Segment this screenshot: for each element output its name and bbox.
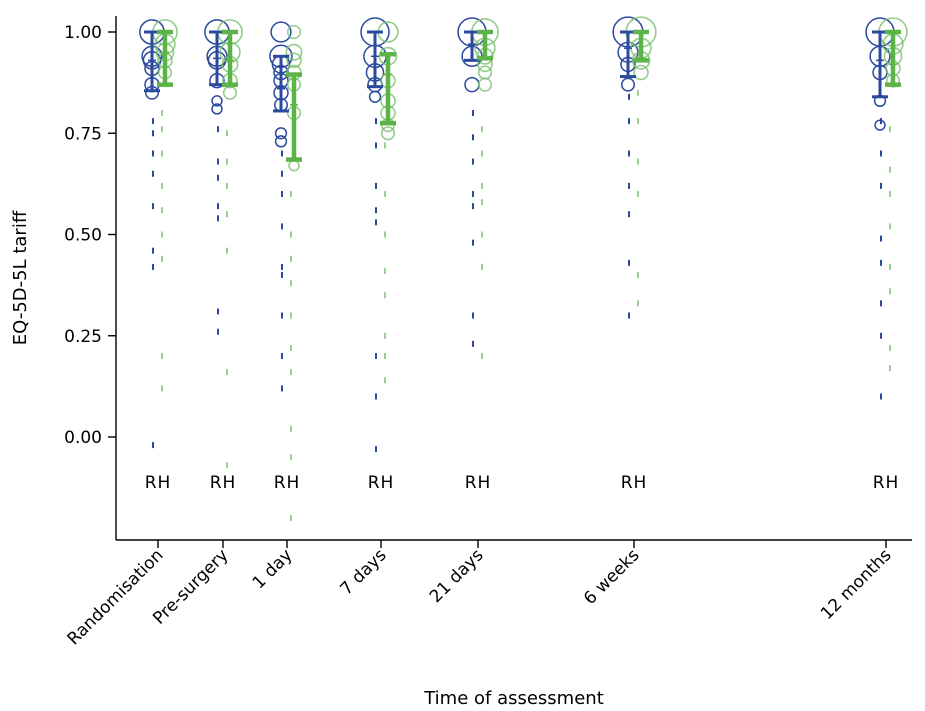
response-bubble-H: [477, 77, 493, 92]
response-bubble-H: [633, 64, 649, 81]
response-bubble-R: [270, 21, 292, 43]
x-tick-label: 1 day: [249, 545, 297, 593]
y-axis-title: EQ-5D-5L tariff: [10, 210, 31, 345]
group-labels: RH RH RH RH RH RH RH: [145, 473, 900, 493]
y-axis-ticks: 0.00 0.25 0.50 0.75 1.00: [64, 23, 116, 448]
group-label: RH: [621, 473, 648, 493]
response-bubble-R: [620, 77, 636, 92]
y-tick-label: 0.50: [64, 226, 102, 246]
x-tick-label: 12 months: [817, 545, 896, 624]
x-tick-label: 6 weeks: [580, 545, 644, 609]
group-label: RH: [465, 473, 492, 493]
response-bubble-H: [285, 43, 303, 61]
response-bubble-H: [288, 159, 300, 172]
x-tick-label: Randomisation: [64, 545, 168, 649]
response-bubble-H: [286, 52, 302, 69]
response-bubble-H: [380, 126, 396, 141]
x-axis-title: Time of assessment: [423, 688, 604, 709]
group-label: RH: [274, 473, 301, 493]
chart-marks: [139, 16, 908, 521]
x-tick-label: 21 days: [426, 545, 488, 607]
group-label: RH: [873, 473, 900, 493]
response-bubble-R: [274, 127, 288, 140]
y-tick-label: 0.25: [64, 327, 102, 347]
response-bubble-R: [274, 135, 288, 148]
group-label: RH: [145, 473, 172, 493]
response-bubble-R: [211, 95, 223, 107]
response-bubble-H: [477, 65, 493, 80]
response-bubble-R: [464, 76, 480, 93]
response-bubble-R: [211, 103, 223, 115]
x-tick-label: 7 days: [337, 545, 391, 599]
response-bubble-R: [368, 90, 382, 103]
response-bubble-H: [286, 24, 302, 40]
group-label: RH: [210, 473, 237, 493]
response-bubble-R: [874, 119, 886, 131]
y-tick-label: 0.00: [64, 428, 102, 448]
chart-axes: [115, 16, 912, 541]
group-label: RH: [368, 473, 395, 493]
y-tick-label: 0.75: [64, 124, 102, 144]
y-tick-label: 1.00: [64, 23, 102, 43]
